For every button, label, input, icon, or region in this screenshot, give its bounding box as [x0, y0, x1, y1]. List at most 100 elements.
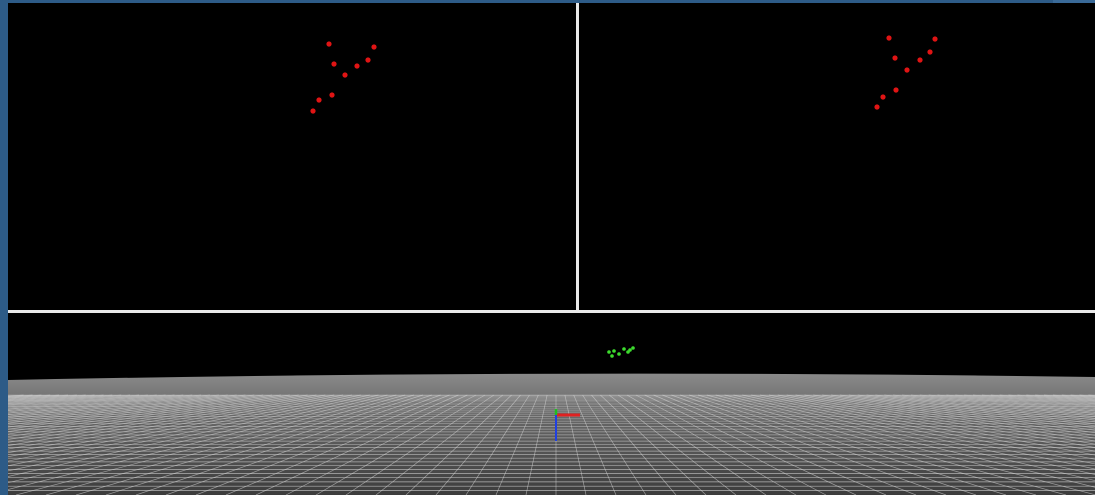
marker-3d — [617, 352, 621, 356]
camera-view-left[interactable] — [8, 3, 576, 310]
grid-line — [671, 394, 947, 495]
marker-2d — [880, 94, 886, 100]
grid-line — [662, 394, 917, 495]
grid-line — [165, 394, 441, 495]
camera-left-canvas — [310, 41, 377, 114]
grid-line — [8, 394, 317, 450]
grid-line — [848, 394, 1095, 431]
grid-line — [857, 394, 1095, 429]
marker-2d — [331, 61, 337, 67]
floor-grid — [8, 394, 1095, 495]
grid-line — [285, 394, 477, 495]
grid-line — [135, 394, 432, 495]
perspective-view-3d[interactable] — [8, 313, 1095, 495]
grid-line — [866, 394, 1095, 427]
marker-2d — [342, 72, 348, 78]
grid-line — [813, 394, 1095, 442]
marker-3d — [612, 349, 616, 353]
grid-line — [715, 394, 1095, 495]
grid-line — [617, 394, 767, 495]
marker-3d — [628, 348, 632, 352]
grid-line — [75, 394, 415, 495]
grid-line — [902, 394, 1095, 419]
grid-line — [8, 394, 335, 458]
grid-line — [680, 394, 977, 495]
splitter-horizontal[interactable] — [8, 310, 1095, 313]
marker-2d — [354, 63, 360, 69]
grid-line — [786, 394, 1095, 452]
grid-line — [706, 394, 1067, 495]
marker-2d — [904, 67, 910, 73]
grid-line — [910, 394, 1095, 418]
grid-line — [8, 394, 308, 446]
grid-line — [255, 394, 468, 495]
marker-2d — [371, 44, 377, 50]
grid-line — [15, 394, 397, 495]
marker-2d — [329, 92, 335, 98]
grid-line — [195, 394, 450, 495]
camera-right-canvas — [874, 35, 938, 110]
marker-2d — [927, 49, 933, 55]
grid-line — [608, 394, 737, 495]
grid-line — [893, 394, 1095, 421]
marker-2d — [886, 35, 892, 41]
grid-line — [564, 394, 587, 495]
grid-line — [8, 394, 361, 472]
grid-line — [8, 394, 344, 462]
grid-line — [600, 394, 707, 495]
grid-line — [315, 394, 486, 495]
marker-3d — [607, 350, 611, 354]
marker-2d — [932, 36, 938, 42]
grid-line — [768, 394, 1095, 460]
grid-line — [8, 394, 281, 438]
title-strip — [1053, 0, 1095, 3]
viewport-area — [8, 3, 1095, 495]
grid-line — [653, 394, 887, 495]
grid-line — [525, 394, 548, 495]
grid-line — [8, 394, 370, 477]
marker-2d — [365, 57, 371, 63]
grid-line — [8, 394, 202, 419]
marker-3d — [610, 354, 614, 358]
grid-line — [644, 394, 857, 495]
camera-view-right[interactable] — [580, 3, 1095, 310]
grid-line — [751, 394, 1095, 470]
grid-line — [688, 394, 1007, 495]
grid-line — [8, 394, 273, 435]
markers-3d — [607, 346, 635, 358]
grid-line — [760, 394, 1095, 465]
scene-canvas — [8, 346, 1095, 495]
grid-line — [591, 394, 677, 495]
grid-line — [804, 394, 1095, 445]
marker-3d — [631, 346, 635, 350]
splitter-vertical[interactable] — [576, 3, 579, 312]
grid-line — [8, 394, 388, 490]
grid-line — [733, 394, 1095, 481]
grid-line — [8, 394, 237, 426]
floor-plane — [8, 373, 1095, 495]
grid-line — [45, 394, 406, 495]
grid-line — [8, 394, 246, 428]
grid-line — [919, 394, 1095, 416]
grid-line — [495, 394, 539, 495]
grid-line — [8, 394, 219, 422]
grid-line — [8, 394, 264, 432]
grid-line — [582, 394, 647, 495]
grid-line — [375, 394, 504, 495]
grid-line — [635, 394, 827, 495]
grid-line — [875, 394, 1095, 425]
grid-line — [8, 394, 175, 414]
grid-line — [626, 394, 797, 495]
grid-line — [8, 394, 290, 440]
grid-line — [8, 394, 193, 417]
marker-2d — [893, 87, 899, 93]
grid-line — [884, 394, 1095, 423]
grid-line — [822, 394, 1095, 439]
grid-line — [8, 394, 166, 413]
grid-line — [345, 394, 495, 495]
grid-line — [8, 394, 228, 424]
grid-line — [405, 394, 512, 495]
grid-line — [777, 394, 1095, 456]
grid-line — [225, 394, 459, 495]
grid-line — [831, 394, 1095, 436]
